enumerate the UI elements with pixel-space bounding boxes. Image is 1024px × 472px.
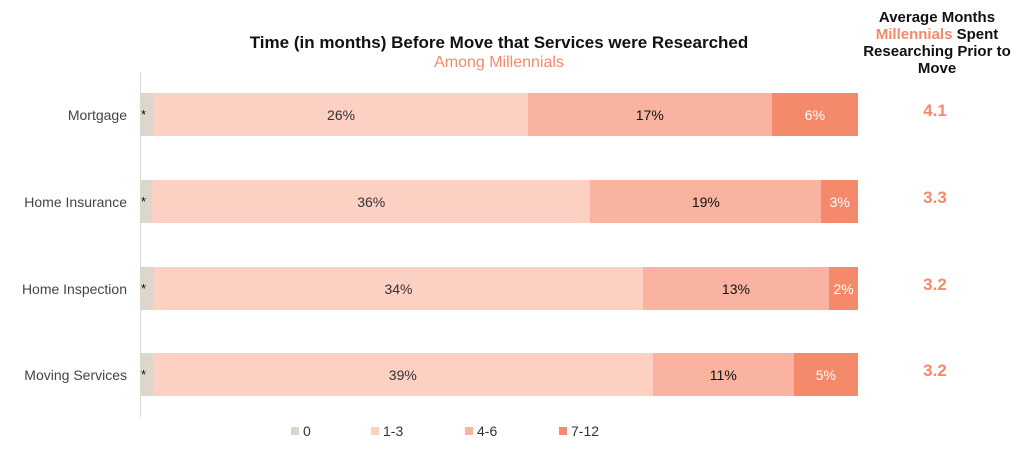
average-value-2: 3.2	[923, 275, 947, 294]
legend-item-1-3: 1-3	[371, 423, 403, 439]
average-value-0: 4.1	[923, 101, 947, 120]
zero-marker: *	[141, 193, 147, 209]
bar-segment-4-6: 13%	[642, 267, 830, 310]
bar-segment-4-6: 11%	[652, 353, 794, 396]
legend-label: 7-12	[571, 423, 600, 439]
bar-segment-1-3: 36%	[152, 180, 591, 223]
bar-row-2: 34% 13% 2%	[140, 267, 858, 310]
chart-subtitle: Among Millennials	[434, 54, 564, 71]
data-label: 2%	[833, 280, 854, 297]
bar-segment-7-12: 2%	[829, 267, 858, 310]
average-value-3: 3.2	[923, 361, 947, 380]
legend-item-7-12: 7-12	[559, 423, 599, 439]
data-label: 36%	[357, 193, 386, 210]
category-label-3: Moving Services	[24, 366, 127, 383]
zero-marker: *	[141, 366, 147, 382]
data-label: 6%	[804, 106, 826, 123]
bar-segment-1-3: 34%	[154, 267, 643, 310]
legend-label: 1-3	[383, 423, 404, 439]
average-value-1: 3.3	[923, 188, 947, 207]
zero-marker: *	[141, 280, 147, 296]
data-label: 19%	[691, 193, 720, 210]
category-label-2: Home Inspection	[21, 280, 127, 297]
legend-swatch	[291, 427, 299, 435]
average-months-header: Average Months Millennials Spent Researc…	[862, 9, 1012, 77]
average-months-header-text-1: Average Months	[878, 9, 996, 26]
bar-segment-7-12: 5%	[793, 353, 858, 396]
data-label: 34%	[384, 280, 413, 297]
data-label: 26%	[327, 106, 356, 123]
bar-segment-0	[140, 180, 153, 223]
zero-marker: *	[141, 106, 147, 122]
legend-item-4-6: 4-6	[465, 423, 497, 439]
average-months-header-text-2: Spent Researching Prior to Move	[863, 26, 1011, 77]
bar-segment-1-3: 26%	[154, 93, 528, 136]
average-months-header-highlight: Millennials	[875, 26, 953, 43]
data-label: 5%	[815, 366, 836, 383]
chart-title: Time (in months) Before Move that Servic…	[249, 33, 749, 52]
bar-segment-4-6: 19%	[590, 180, 822, 223]
legend-label: 0	[303, 423, 311, 439]
bar-segment-7-12: 3%	[821, 180, 858, 223]
bar-segment-0	[140, 353, 153, 396]
legend-swatch	[465, 427, 473, 435]
bar-segment-4-6: 17%	[527, 93, 772, 136]
legend-swatch	[371, 427, 379, 435]
bar-segment-0	[140, 93, 155, 136]
data-label: 17%	[635, 106, 664, 123]
bar-row-0: 26% 17% 6%	[140, 93, 859, 136]
bar-row-1: 36% 19% 3%	[140, 180, 858, 223]
category-label-1: Home Insurance	[24, 193, 127, 210]
data-label: 11%	[709, 366, 737, 383]
bar-row-3: 39% 11% 5%	[140, 353, 858, 396]
legend-item-0: 0	[291, 423, 311, 439]
data-label: 39%	[388, 366, 417, 383]
data-label: 13%	[721, 280, 750, 297]
legend-swatch	[559, 427, 567, 435]
legend: 0 1-3 4-6 7-12	[0, 423, 1024, 441]
data-label: 3%	[829, 193, 850, 210]
bar-segment-1-3: 39%	[152, 353, 653, 396]
bar-segment-7-12: 6%	[771, 93, 859, 136]
bar-segment-0	[140, 267, 155, 310]
category-axis-line	[140, 72, 141, 417]
legend-label: 4-6	[477, 423, 498, 439]
category-label-0: Mortgage	[67, 106, 127, 123]
